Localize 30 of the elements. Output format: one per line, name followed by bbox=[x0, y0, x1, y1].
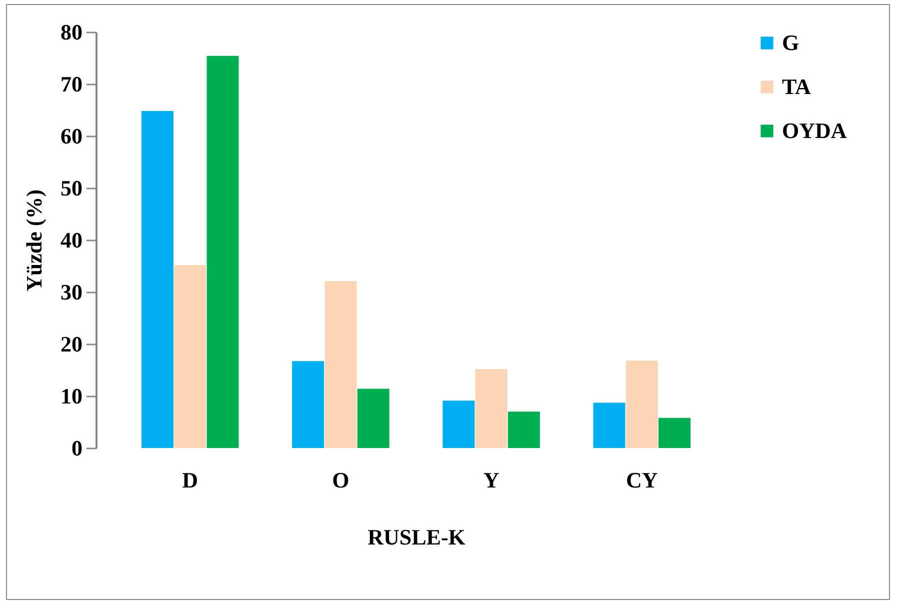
legend-label: OYDA bbox=[782, 118, 847, 143]
bar bbox=[324, 281, 357, 448]
bar bbox=[658, 418, 691, 448]
bar bbox=[626, 360, 658, 448]
bar bbox=[206, 56, 239, 448]
bar bbox=[174, 264, 206, 448]
x-axis-title: RUSLE-K bbox=[368, 524, 466, 550]
legend-label: G bbox=[782, 30, 800, 55]
y-tick-label: 20 bbox=[60, 332, 82, 356]
bar bbox=[141, 111, 174, 448]
y-tick-label: 70 bbox=[60, 72, 82, 96]
x-tick-label: CY bbox=[626, 468, 658, 492]
bar bbox=[475, 368, 508, 448]
y-tick-label: 40 bbox=[60, 228, 82, 252]
y-tick-label: 0 bbox=[72, 436, 82, 460]
y-tick-label: 80 bbox=[60, 20, 82, 44]
bar bbox=[292, 361, 324, 448]
bar bbox=[508, 412, 540, 448]
bar bbox=[593, 402, 626, 448]
y-tick-label: 60 bbox=[60, 124, 82, 148]
x-tick-label: Y bbox=[483, 468, 500, 492]
x-tick-label: D bbox=[182, 468, 198, 492]
bar bbox=[357, 388, 390, 448]
y-tick-label: 50 bbox=[60, 176, 82, 200]
x-tick-label: O bbox=[332, 468, 350, 492]
bar bbox=[442, 400, 475, 448]
y-axis-title: Yüzde (%) bbox=[22, 189, 46, 292]
legend-label: TA bbox=[782, 74, 812, 99]
y-tick-label: 30 bbox=[60, 280, 82, 304]
y-tick-label: 10 bbox=[60, 384, 82, 408]
